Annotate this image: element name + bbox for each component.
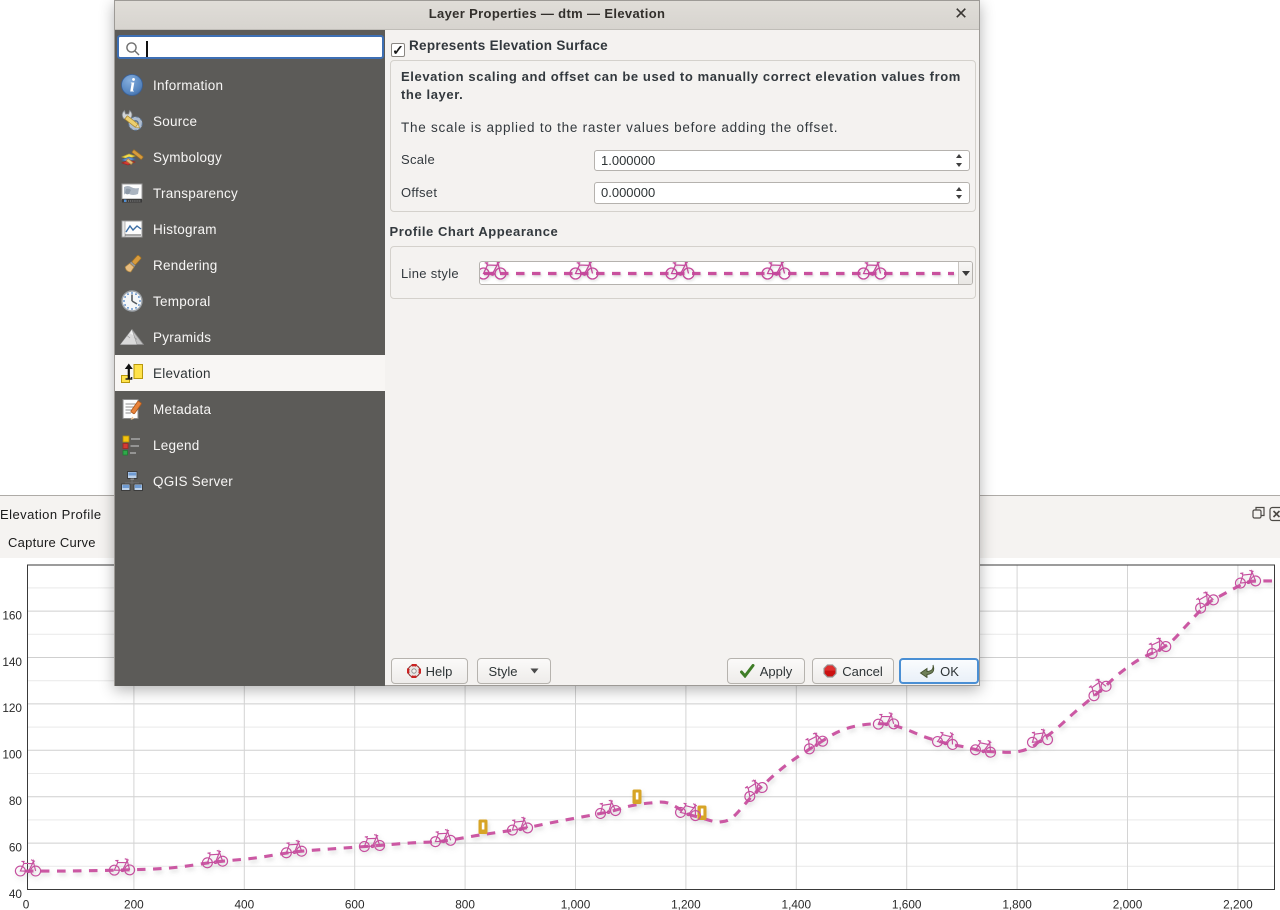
svg-text:1,600: 1,600 [892,898,922,910]
svg-text:0: 0 [23,898,30,910]
svg-text:140: 140 [2,655,22,669]
svg-text:1,800: 1,800 [1002,898,1032,910]
svg-text:1,000: 1,000 [561,898,591,910]
svg-text:600: 600 [345,898,365,910]
svg-text:1,400: 1,400 [782,898,812,910]
svg-text:100: 100 [2,748,22,762]
svg-text:160: 160 [2,608,22,622]
svg-text:40: 40 [9,887,23,901]
svg-text:80: 80 [9,794,23,808]
svg-text:200: 200 [124,898,144,910]
svg-text:2,200: 2,200 [1223,898,1253,910]
svg-text:400: 400 [234,898,254,910]
svg-text:60: 60 [9,840,23,854]
svg-text:1,200: 1,200 [671,898,701,910]
svg-text:120: 120 [2,701,22,715]
svg-text:i: i [130,76,136,97]
svg-text:2,000: 2,000 [1113,898,1143,910]
svg-text:800: 800 [455,898,475,910]
